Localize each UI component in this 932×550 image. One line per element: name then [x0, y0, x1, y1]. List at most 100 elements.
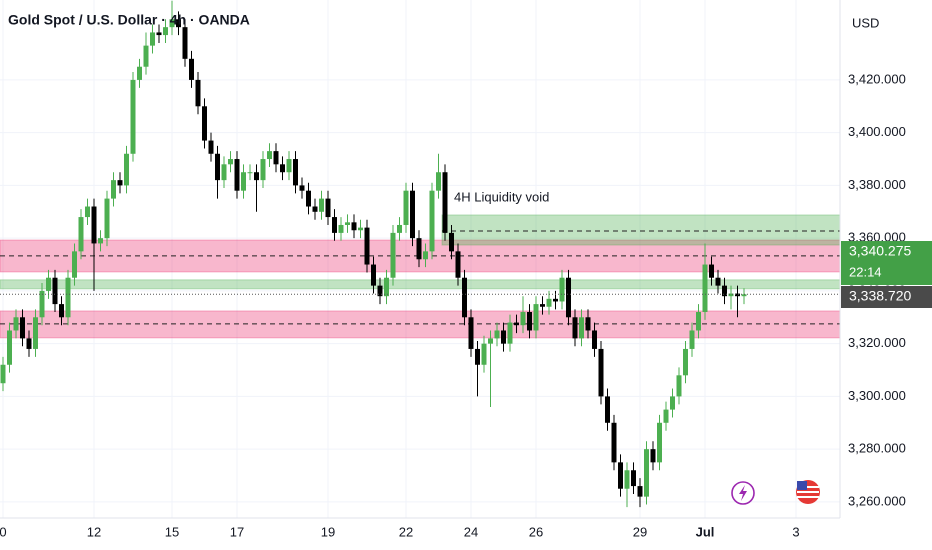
- chart-title: Gold Spot / U.S. Dollar · 4h · OANDA: [8, 12, 250, 28]
- currency-box[interactable]: [846, 6, 926, 42]
- candle-body: [195, 79, 201, 107]
- candle-body: [741, 294, 747, 297]
- candle-body: [605, 396, 610, 423]
- y-tick-label: 3,280.000: [848, 441, 906, 456]
- candle-body: [650, 449, 656, 463]
- candle-body: [585, 317, 591, 331]
- candle-body: [494, 330, 500, 339]
- candle-body: [208, 140, 214, 154]
- candle-body: [280, 164, 285, 173]
- x-tick-label: 17: [230, 524, 244, 539]
- candle-body: [540, 304, 545, 307]
- candle-body: [189, 58, 194, 80]
- plot-area: [0, 0, 841, 518]
- price-label-box: [841, 241, 932, 285]
- candle-body: [501, 330, 506, 344]
- candle-body: [657, 422, 662, 463]
- candle-body: [384, 277, 389, 297]
- candle-body: [696, 312, 701, 331]
- x-tick-label: 12: [87, 524, 101, 539]
- candle-body: [117, 180, 123, 186]
- candle-body: [0, 364, 6, 384]
- candle-body: [182, 27, 188, 59]
- candle-body: [351, 222, 357, 231]
- candle-body: [345, 222, 350, 225]
- candle-body: [403, 190, 409, 225]
- candle-body: [156, 32, 162, 36]
- x-tick-label: Jul: [696, 524, 715, 539]
- candle-body: [299, 185, 305, 191]
- candle-body: [533, 304, 539, 331]
- y-tick-label: 3,380.000: [848, 177, 906, 192]
- x-tick-label: 0: [0, 524, 7, 539]
- events-icon[interactable]: [731, 481, 755, 505]
- candle-body: [293, 159, 298, 186]
- x-tick-label: 22: [399, 524, 413, 539]
- candle-body: [273, 151, 279, 165]
- candle-body: [124, 153, 129, 186]
- x-tick-label: 3: [792, 524, 799, 539]
- candle-body: [241, 172, 246, 191]
- candle-body: [254, 172, 259, 181]
- candle-body: [98, 238, 103, 244]
- candle-body: [397, 224, 402, 233]
- flag-icon[interactable]: [796, 480, 820, 504]
- candle-body: [449, 232, 454, 252]
- y-tick-label: 3,320.000: [848, 335, 906, 350]
- candle-body: [221, 164, 227, 181]
- candle-body: [59, 304, 64, 318]
- candle-body: [735, 293, 740, 297]
- candle-body: [85, 206, 90, 218]
- candle-body: [566, 277, 571, 318]
- x-tick-label: 26: [529, 524, 543, 539]
- candle-body: [111, 180, 116, 199]
- zone: [0, 310, 841, 339]
- candle-body: [371, 264, 376, 286]
- candle-body: [130, 79, 136, 154]
- x-tick-label: 15: [165, 524, 179, 539]
- candle-body: [527, 312, 532, 331]
- candle-body: [163, 27, 168, 36]
- candle-body: [429, 190, 435, 252]
- candle-body: [13, 317, 19, 331]
- candle-body: [481, 343, 487, 365]
- candle-body: [176, 19, 181, 28]
- x-tick-label: 19: [321, 524, 335, 539]
- currency[interactable]: USD: [852, 15, 879, 30]
- candle-body: [416, 238, 422, 260]
- candle-body: [65, 277, 71, 318]
- price-label-countdown: 22:14: [849, 264, 882, 279]
- candle-body: [150, 32, 155, 46]
- candle-body: [598, 348, 604, 397]
- y-tick-label: 3,360.000: [848, 230, 906, 245]
- candle-body: [260, 159, 266, 181]
- candle-body: [52, 277, 58, 305]
- candle-body: [455, 251, 461, 278]
- candle-body: [20, 317, 25, 339]
- y-tick-label: 3,400.000: [848, 124, 906, 139]
- candle-body: [312, 206, 318, 212]
- candle-body: [202, 106, 207, 141]
- candle-body: [215, 153, 220, 181]
- candle-body: [390, 232, 396, 278]
- flag-canton: [797, 481, 807, 490]
- candle-body: [377, 285, 383, 297]
- price-label-box: [841, 286, 932, 308]
- candle-body: [637, 486, 643, 497]
- annotation: 4H Liquidity void: [454, 189, 549, 204]
- candle-body: [663, 409, 669, 423]
- candle-body: [7, 330, 12, 365]
- candle-body: [520, 312, 526, 326]
- candle-body: [104, 198, 110, 239]
- candle-body: [507, 322, 513, 344]
- candle-body: [46, 277, 51, 291]
- candle-body: [728, 293, 734, 297]
- candle-body: [592, 330, 597, 349]
- candle-body: [325, 198, 331, 218]
- candle-body: [247, 172, 253, 174]
- candle-body: [579, 317, 584, 339]
- candle-body: [39, 290, 45, 318]
- candle-body: [624, 470, 630, 489]
